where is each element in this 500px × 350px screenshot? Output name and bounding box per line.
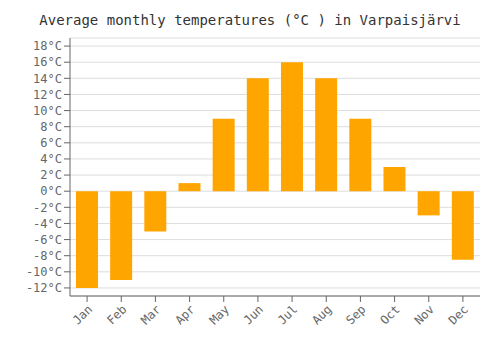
svg-text:Feb: Feb (104, 302, 129, 327)
svg-text:16°C: 16°C (33, 55, 62, 69)
svg-text:Mar: Mar (138, 302, 163, 327)
svg-text:Jan: Jan (70, 302, 95, 327)
svg-text:-8°C: -8°C (33, 249, 62, 263)
svg-text:2°C: 2°C (40, 168, 62, 182)
svg-text:18°C: 18°C (33, 39, 62, 53)
svg-text:Aug: Aug (309, 302, 334, 327)
svg-text:10°C: 10°C (33, 104, 62, 118)
svg-text:Jun: Jun (241, 302, 266, 327)
svg-text:-10°C: -10°C (26, 265, 62, 279)
svg-text:Jul: Jul (275, 302, 300, 327)
svg-text:-6°C: -6°C (33, 233, 62, 247)
svg-text:Nov: Nov (412, 302, 437, 327)
svg-text:Apr: Apr (172, 302, 197, 327)
svg-text:4°C: 4°C (40, 152, 62, 166)
html-text:Average monthly temperatures (: Average monthly temperatures (°C ) in Va… (39, 12, 461, 28)
svg-text:Sep: Sep (343, 302, 368, 327)
svg-text:6°C: 6°C (40, 136, 62, 150)
svg-text:-4°C: -4°C (33, 217, 62, 231)
svg-text:0°C: 0°C (40, 184, 62, 198)
svg-text:Oct: Oct (377, 302, 402, 327)
svg-text:12°C: 12°C (33, 88, 62, 102)
svg-text:14°C: 14°C (33, 72, 62, 86)
svg-text:-2°C: -2°C (33, 201, 62, 215)
svg-text:May: May (207, 302, 232, 327)
svg-text:Dec: Dec (446, 302, 471, 327)
svg-text:-12°C: -12°C (26, 281, 62, 295)
svg-text:8°C: 8°C (40, 120, 62, 134)
